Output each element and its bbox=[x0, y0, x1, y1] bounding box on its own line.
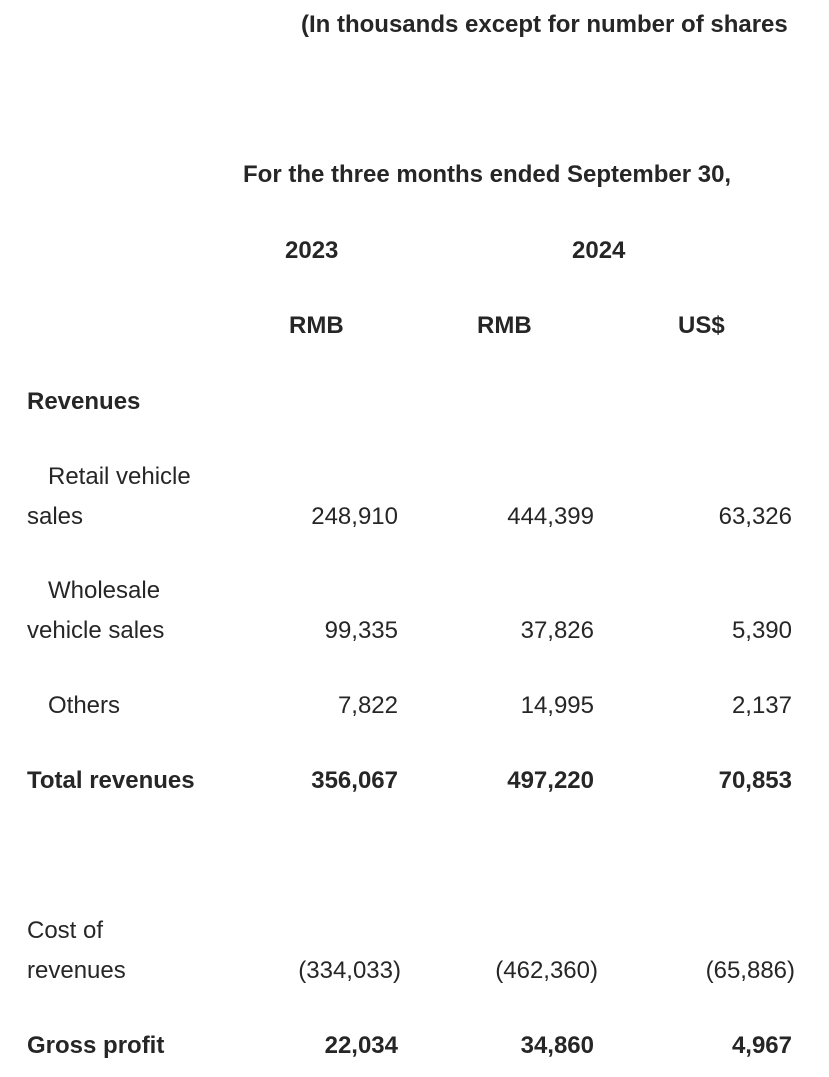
unit-note: (In thousands except for number of share… bbox=[301, 11, 788, 38]
currency-2024-rmb-header: RMB bbox=[477, 312, 532, 339]
retail-label-line2: sales bbox=[27, 503, 84, 530]
revenues-heading: Revenues bbox=[27, 388, 141, 415]
currency-2024-usd-header: US$ bbox=[678, 312, 725, 339]
cost-label-line2: revenues bbox=[27, 957, 126, 984]
wholesale-usd-2024: 5,390 bbox=[731, 617, 792, 644]
cost-rmb-2023: (334,033) bbox=[298, 957, 401, 984]
retail-label-line1: Retail vehicle bbox=[48, 463, 191, 490]
year-2023-header: 2023 bbox=[285, 237, 339, 264]
others-rmb-2023: 7,822 bbox=[337, 692, 398, 719]
retail-rmb-2024: 444,399 bbox=[507, 503, 594, 530]
cost-rmb-2024: (462,360) bbox=[495, 957, 598, 984]
retail-rmb-2023: 248,910 bbox=[311, 503, 398, 530]
gross-profit-rmb-2024: 34,860 bbox=[520, 1032, 594, 1059]
wholesale-rmb-2024: 37,826 bbox=[520, 617, 594, 644]
total-revenues-rmb-2024: 497,220 bbox=[507, 767, 594, 794]
retail-usd-2024: 63,326 bbox=[718, 503, 792, 530]
others-rmb-2024: 14,995 bbox=[520, 692, 594, 719]
others-usd-2024: 2,137 bbox=[731, 692, 792, 719]
gross-profit-usd-2024: 4,967 bbox=[731, 1032, 792, 1059]
gross-profit-label: Gross profit bbox=[27, 1032, 165, 1059]
total-revenues-rmb-2023: 356,067 bbox=[311, 767, 398, 794]
gross-profit-rmb-2023: 22,034 bbox=[324, 1032, 398, 1059]
total-revenues-label: Total revenues bbox=[27, 767, 195, 794]
others-label: Others bbox=[48, 692, 121, 719]
wholesale-label-line1: Wholesale bbox=[48, 577, 161, 604]
period-header: For the three months ended September 30, bbox=[243, 161, 732, 188]
cost-usd-2024: (65,886) bbox=[705, 957, 795, 984]
cost-label-line1: Cost of bbox=[27, 917, 104, 944]
wholesale-label-line2: vehicle sales bbox=[27, 617, 165, 644]
year-2024-header: 2024 bbox=[572, 237, 626, 264]
currency-2023-rmb-header: RMB bbox=[289, 312, 344, 339]
wholesale-rmb-2023: 99,335 bbox=[324, 617, 398, 644]
total-revenues-usd-2024: 70,853 bbox=[718, 767, 792, 794]
